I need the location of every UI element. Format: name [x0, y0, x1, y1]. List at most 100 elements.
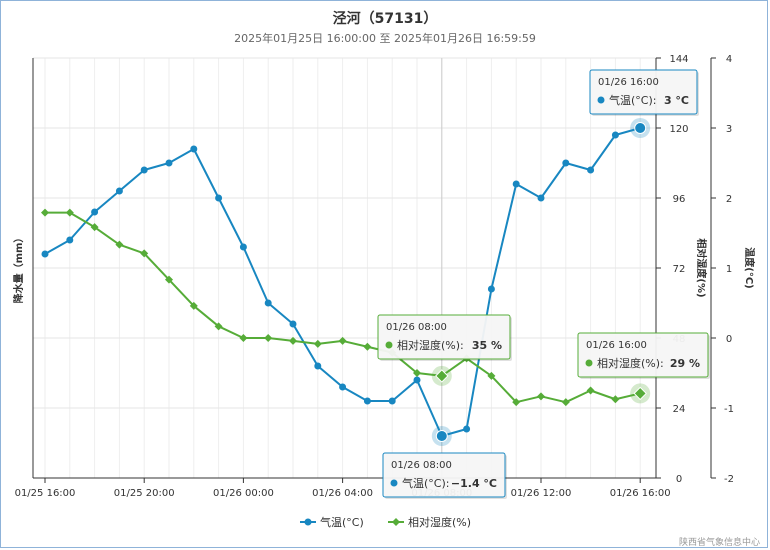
tooltip-marker	[585, 359, 593, 367]
tooltip-label: 气温(°C):	[402, 476, 449, 490]
rh-tick-label: 96	[673, 194, 686, 205]
rh-tick-label: 24	[673, 404, 686, 415]
tooltip: 01/26 16:00 相对湿度(%): 29 %	[577, 332, 710, 379]
rh-data-point	[363, 342, 372, 351]
temp-data-point	[562, 159, 570, 167]
temp-tick-label: -1	[724, 404, 734, 415]
x-tick-label: 01/26 04:00	[312, 488, 373, 499]
rh-data-point	[586, 386, 595, 395]
tooltip-label: 相对湿度(%):	[597, 356, 664, 370]
rh-tick-label: 0	[676, 474, 682, 485]
x-tick-label: 01/25 20:00	[114, 488, 175, 499]
temp-data-point	[140, 166, 148, 174]
series-layer: 01/26 08:00	[41, 58, 651, 499]
highlight-point	[435, 430, 448, 442]
rh-data-point	[561, 398, 570, 407]
temp-tick-label: 4	[726, 54, 732, 65]
tooltip: 01/26 08:00 气温(°C): −1.4 °C	[382, 452, 507, 499]
temp-data-point	[190, 145, 198, 153]
rh-data-point	[90, 223, 99, 232]
rh-data-point	[239, 334, 248, 342]
tooltip-value: 29 %	[670, 357, 700, 370]
highlight-point	[633, 386, 647, 401]
rh-data-point	[512, 398, 521, 407]
rh-data-point	[413, 369, 421, 377]
temp-tick-label: 3	[726, 124, 732, 135]
rh-data-point	[65, 208, 74, 217]
temp-data-point	[537, 194, 545, 202]
temp-data-point	[115, 187, 123, 195]
temp-data-point	[363, 397, 371, 405]
grid-lines	[33, 57, 656, 479]
axes: 01/25 16:00 01/25 20:00 01/26 00:00 01/26 0…	[15, 54, 734, 499]
temp-data-point	[339, 383, 347, 391]
temp-data-point	[587, 166, 595, 174]
tooltip-label: 气温(°C):	[609, 93, 656, 107]
highlight-point	[634, 122, 647, 134]
rh-tick-label: 72	[673, 264, 686, 275]
rh-data-point	[487, 371, 496, 380]
temp-tick-label: 1	[726, 264, 732, 275]
rh-data-point	[289, 336, 297, 345]
tooltip-box	[382, 452, 506, 498]
temp-data-point	[41, 250, 49, 258]
temp-axis-title: 温度(°C)	[743, 247, 756, 288]
rh-data-point	[165, 275, 173, 284]
rh-data-point	[313, 339, 322, 348]
tooltip-time: 01/26 08:00	[386, 322, 447, 333]
rh-tick-label: 144	[669, 54, 688, 65]
tooltip-marker	[390, 479, 398, 487]
legend-marker	[304, 518, 312, 526]
temp-data-point	[463, 425, 471, 433]
rh-data-point	[41, 208, 49, 217]
chart-title: 泾河（57131）	[333, 10, 438, 27]
temp-data-point	[264, 299, 272, 307]
x-tick-label: 01/26 16:00	[610, 488, 671, 499]
legend-marker	[392, 518, 400, 526]
rh-tick-label: 120	[669, 124, 688, 135]
tooltips: 01/26 16:00 气温(°C): 3 °C 01/26 08:00 相对湿度(%)…	[377, 69, 710, 499]
tooltip-value: −1.4 °C	[451, 477, 497, 490]
temp-tick-label: -2	[724, 474, 734, 485]
tooltip-marker	[597, 96, 605, 104]
tooltip-time: 01/26 16:00	[586, 340, 647, 351]
rh-data-point	[611, 395, 620, 404]
temp-data-point	[611, 131, 619, 139]
x-tick-label: 01/26 00:00	[213, 488, 274, 499]
left-axis-title: 降水量（mm）	[12, 233, 25, 304]
tooltip-marker	[385, 341, 393, 349]
chart-subtitle: 2025年01月25日 16:00:00 至 2025年01月26日 16:59…	[234, 31, 536, 45]
temp-data-point	[215, 194, 223, 202]
rh-data-point	[189, 301, 198, 310]
tooltip-box	[377, 314, 511, 360]
x-tick-label: 01/25 16:00	[15, 488, 76, 499]
legend-item[interactable]: 气温(°C)	[300, 515, 364, 529]
temp-data-point	[91, 208, 99, 216]
temp-data-point	[165, 159, 173, 167]
tooltip-value: 3 °C	[664, 94, 689, 107]
rh-data-point	[264, 334, 273, 342]
tooltip-value: 35 %	[472, 339, 502, 352]
tooltip-box	[589, 69, 698, 115]
rh-data-point	[115, 240, 124, 249]
temp-tick-label: 0	[726, 334, 732, 345]
highlight-point	[435, 369, 449, 383]
temp-data-point	[239, 243, 247, 251]
tooltip-time: 01/26 16:00	[598, 77, 659, 88]
tooltip: 01/26 08:00 相对湿度(%): 35 %	[377, 314, 512, 361]
temp-data-point	[388, 397, 396, 405]
temp-data-point	[289, 320, 297, 328]
legend[interactable]: 气温(°C) 相对湿度(%)	[300, 515, 471, 529]
temp-data-point	[413, 376, 421, 384]
temp-data-point	[512, 180, 520, 188]
rh-axis-title: 相对湿度(%)	[695, 238, 708, 297]
rh-data-point	[214, 322, 223, 331]
rh-data-point	[140, 249, 149, 258]
tooltip-time: 01/26 08:00	[391, 460, 452, 471]
temp-data-point	[487, 285, 495, 293]
legend-item[interactable]: 相对湿度(%)	[388, 515, 471, 529]
tooltip-label: 相对湿度(%):	[397, 338, 464, 352]
tooltip: 01/26 16:00 气温(°C): 3 °C	[589, 69, 699, 116]
